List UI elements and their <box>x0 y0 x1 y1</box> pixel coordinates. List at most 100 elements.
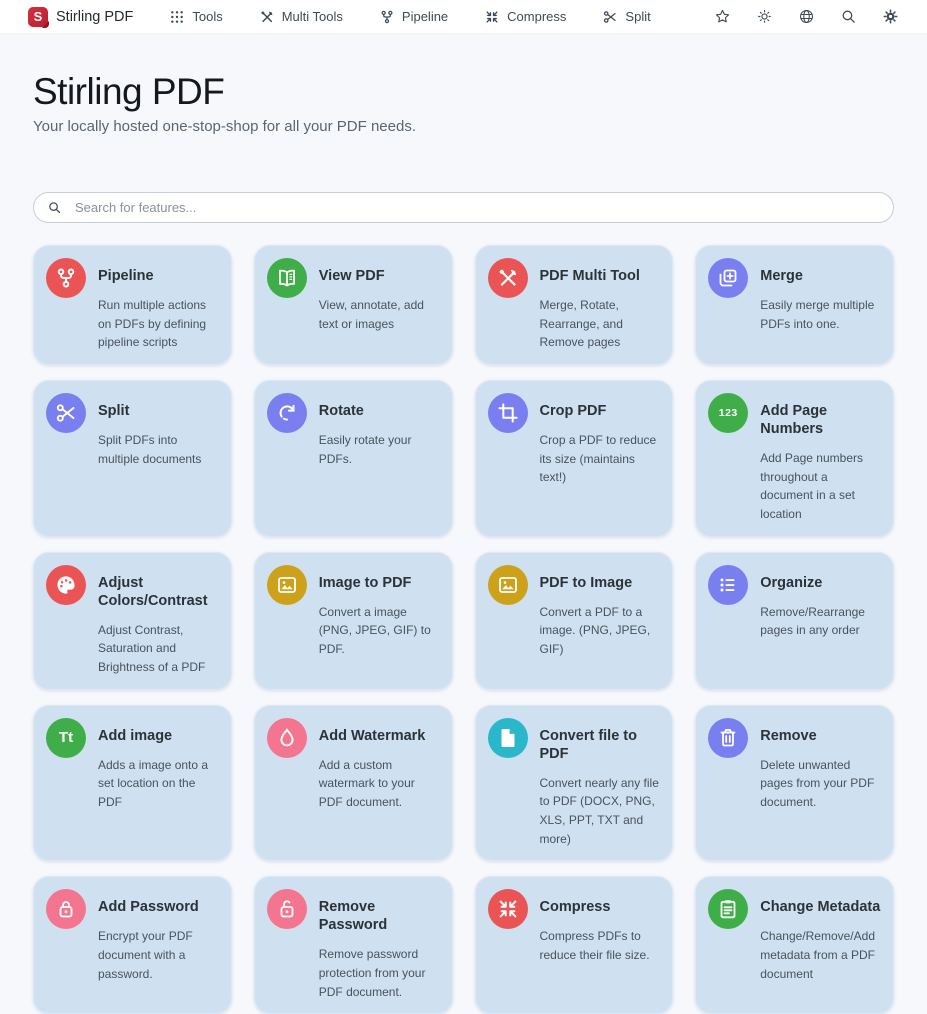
feature-search-bar <box>33 192 894 223</box>
card-body: Convert file to PDF Convert nearly any fi… <box>540 717 662 849</box>
nav-item-tools[interactable]: Tools <box>169 9 223 25</box>
search-input[interactable] <box>73 199 885 216</box>
card-merge[interactable]: Merge Easily merge multiple PDFs into one… <box>695 245 894 365</box>
stirling-logo-icon: S <box>28 6 49 28</box>
card-body: Split Split PDFs into multiple documents <box>98 392 220 468</box>
crop-icon <box>487 392 528 433</box>
card-description: View, annotate, add text or images <box>318 298 424 331</box>
nav-item-label: Tools <box>192 9 223 24</box>
merge-icon <box>708 258 749 298</box>
tools-icon <box>259 9 275 25</box>
numbers-123-icon: 123 <box>708 392 749 433</box>
apps-grid-icon <box>169 9 185 25</box>
card-body: View PDF View, annotate, add text or imag… <box>319 257 441 333</box>
card-description: Adjust Contrast, Saturation and Brightne… <box>98 622 206 674</box>
search-icon <box>840 8 857 25</box>
brand-label: Stirling PDF <box>56 8 134 25</box>
card-description: Remove password protection from your PDF… <box>318 947 426 999</box>
card-add-watermark[interactable]: Add Watermark Add a custom watermark to y… <box>253 704 453 862</box>
settings-button[interactable] <box>880 6 901 27</box>
card-body: Pipeline Run multiple actions on PDFs by … <box>98 257 220 352</box>
card-title: Change Metadata <box>760 899 881 916</box>
card-description: Crop a PDF to reduce its size (maintains… <box>539 433 657 485</box>
brand-home-link[interactable]: S Stirling PDF <box>28 6 134 28</box>
card-remove[interactable]: Remove Delete unwanted pages from your PD… <box>695 704 894 862</box>
card-title: Image to PDF <box>318 574 412 591</box>
card-title: PDF to Image <box>539 574 633 591</box>
gear-icon <box>882 8 899 25</box>
card-adjust-colors-contrast[interactable]: Adjust Colors/Contrast Adjust Contrast, S… <box>33 551 232 690</box>
card-description: Compress PDFs to reduce their file size. <box>539 929 650 962</box>
nav-item-compress[interactable]: Compress <box>484 9 566 25</box>
card-pdf-multi-tool[interactable]: PDF Multi Tool Merge, Rotate, Rearrange, … <box>474 245 674 365</box>
card-title: Organize <box>760 574 823 591</box>
file-icon <box>487 717 528 758</box>
theme-toggle-button[interactable] <box>754 6 775 27</box>
card-description: Convert nearly any file to PDF (DOCX, PN… <box>539 775 659 846</box>
card-title: Compress <box>539 899 611 916</box>
card-description: Delete unwanted pages from your PDF docu… <box>760 757 875 809</box>
card-description: Convert a PDF to a image. (PNG, JPEG, GI… <box>539 604 651 656</box>
card-pdf-to-image[interactable]: PDF to Image Convert a PDF to a image. (P… <box>474 551 674 690</box>
card-view-pdf[interactable]: View PDF View, annotate, add text or imag… <box>253 245 453 365</box>
card-title: PDF Multi Tool <box>539 268 640 284</box>
card-add-image[interactable]: Tt Add image Adds a image onto a set locat… <box>33 704 232 862</box>
card-organize[interactable]: Organize Remove/Rearrange pages in any or… <box>695 551 894 690</box>
page-title: Stirling PDF <box>33 71 225 112</box>
search-icon <box>49 202 61 214</box>
tools-icon <box>487 258 528 298</box>
card-title: Merge <box>760 268 803 284</box>
card-body: Crop PDF Crop a PDF to reduce its size (m… <box>540 392 662 487</box>
card-pipeline[interactable]: Pipeline Run multiple actions on PDFs by … <box>33 245 232 365</box>
card-description: Run multiple actions on PDFs by defining… <box>98 298 207 350</box>
card-body: PDF Multi Tool Merge, Rotate, Rearrange, … <box>540 257 662 352</box>
card-body: Merge Easily merge multiple PDFs into one… <box>760 257 882 333</box>
card-title: Pipeline <box>98 268 154 284</box>
sun-icon <box>756 8 773 25</box>
card-crop-pdf[interactable]: Crop PDF Crop a PDF to reduce its size (m… <box>474 379 674 537</box>
water-drop-icon <box>266 717 307 758</box>
book-open-icon <box>266 258 307 298</box>
card-body: Remove Password Remove password protectio… <box>319 888 441 1001</box>
card-description: Easily rotate your PDFs. <box>318 433 412 466</box>
card-title: Remove <box>760 727 817 744</box>
card-title: Convert file to PDF <box>539 727 637 762</box>
text-size-icon: Tt <box>46 717 86 758</box>
card-body: Add Page Numbers Add Page numbers through… <box>760 392 882 524</box>
nav-item-multi-tools[interactable]: Multi Tools <box>259 9 343 25</box>
card-title: Add image <box>98 727 173 744</box>
nav-item-pipeline[interactable]: Pipeline <box>379 9 448 25</box>
compress-icon <box>487 889 528 930</box>
nav-menu: Tools Multi Tools Pipeline Compress Split <box>169 9 651 25</box>
image-icon <box>487 564 528 605</box>
card-description: Convert a image (PNG, JPEG, GIF) to PDF. <box>318 604 431 656</box>
card-add-password[interactable]: Add Password Encrypt your PDF document wi… <box>33 876 232 1014</box>
nav-item-split[interactable]: Split <box>602 9 651 25</box>
card-title: Add Watermark <box>318 727 426 744</box>
card-title: Split <box>98 402 130 419</box>
card-rotate[interactable]: Rotate Easily rotate your PDFs. <box>253 379 453 537</box>
search-button[interactable] <box>838 6 859 27</box>
image-icon <box>266 564 307 605</box>
language-button[interactable] <box>796 6 817 27</box>
card-description: Add a custom watermark to your PDF docum… <box>318 757 415 809</box>
card-add-page-numbers[interactable]: 123 Add Page Numbers Add Page numbers thro… <box>695 379 894 537</box>
card-convert-file-to-pdf[interactable]: Convert file to PDF Convert nearly any fi… <box>474 704 674 862</box>
card-title: View PDF <box>318 268 385 284</box>
card-body: Add Watermark Add a custom watermark to y… <box>319 717 441 812</box>
nav-item-label: Multi Tools <box>281 9 343 24</box>
card-change-metadata[interactable]: Change Metadata Change/Remove/Add metadat… <box>695 876 894 1014</box>
card-compress[interactable]: Compress Compress PDFs to reduce their fi… <box>474 876 674 1014</box>
card-image-to-pdf[interactable]: Image to PDF Convert a image (PNG, JPEG, … <box>253 551 453 690</box>
list-bullets-icon <box>708 564 749 605</box>
pipeline-icon <box>379 9 395 25</box>
card-description: Change/Remove/Add metadata from a PDF do… <box>760 929 875 981</box>
card-body: PDF to Image Convert a PDF to a image. (P… <box>540 564 662 659</box>
lock-open-icon <box>266 889 307 930</box>
top-navbar: S Stirling PDF Tools Multi Tools Pipeline C… <box>0 0 927 34</box>
palette-icon <box>46 564 86 605</box>
card-remove-password[interactable]: Remove Password Remove password protectio… <box>253 876 453 1014</box>
card-split[interactable]: Split Split PDFs into multiple documents <box>33 379 232 537</box>
nav-item-label: Split <box>625 9 651 24</box>
favourites-button[interactable] <box>712 6 733 27</box>
